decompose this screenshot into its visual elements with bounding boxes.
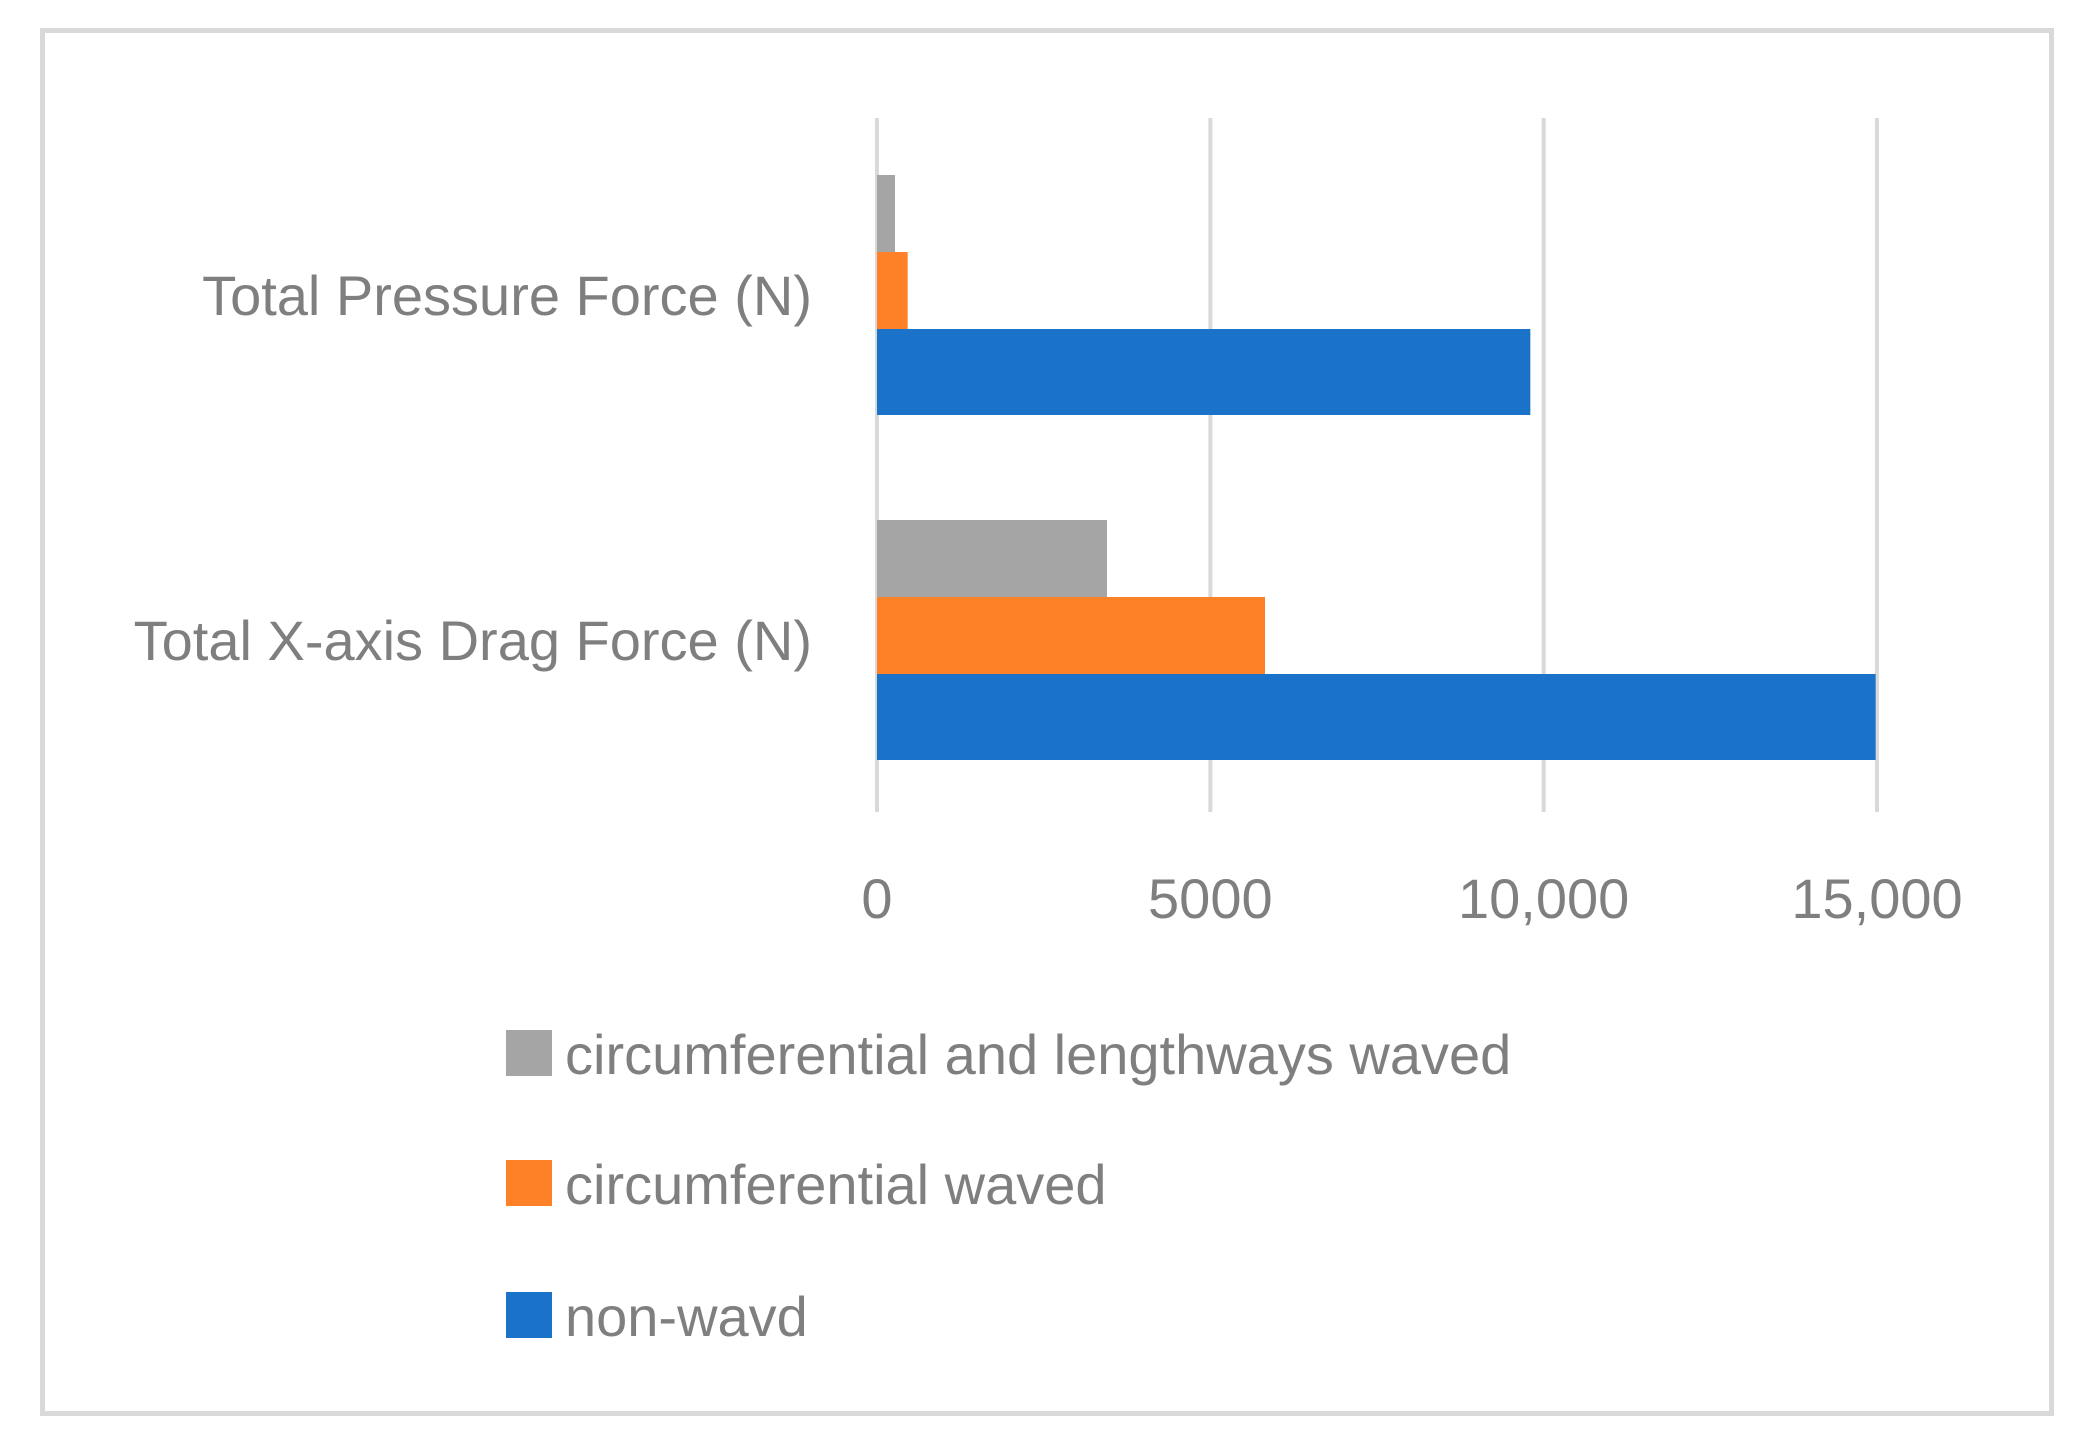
legend-label: circumferential and lengthways waved bbox=[565, 1023, 1511, 1086]
legend-label: circumferential waved bbox=[565, 1153, 1107, 1216]
category-label: Total X-axis Drag Force (N) bbox=[134, 609, 812, 672]
legend-swatch bbox=[506, 1030, 552, 1076]
x-tick-label: 0 bbox=[861, 867, 892, 930]
legend-swatch bbox=[506, 1160, 552, 1206]
bar-circumferential-and-lengthways-waved-0 bbox=[877, 175, 895, 261]
x-tick-label: 10,000 bbox=[1458, 867, 1629, 930]
bar-circumferential-waved-1 bbox=[877, 597, 1265, 683]
bar-circumferential-waved-0 bbox=[877, 252, 908, 338]
bars bbox=[877, 175, 1876, 760]
legend-label: non-wavd bbox=[565, 1285, 808, 1348]
x-tick-label: 5000 bbox=[1148, 867, 1273, 930]
legend: circumferential and lengthways waved circ… bbox=[506, 1023, 1511, 1348]
category-labels: Total Pressure Force (N) Total X-axis Dra… bbox=[134, 264, 812, 672]
category-label: Total Pressure Force (N) bbox=[202, 264, 812, 327]
bar-circumferential-and-lengthways-waved-1 bbox=[877, 520, 1107, 606]
x-axis-ticks: 0 5000 10,000 15,000 bbox=[861, 867, 1962, 930]
x-tick-label: 15,000 bbox=[1791, 867, 1962, 930]
bar-non-wavd-0 bbox=[877, 329, 1531, 415]
bar-non-wavd-1 bbox=[877, 674, 1876, 760]
legend-swatch bbox=[506, 1292, 552, 1338]
